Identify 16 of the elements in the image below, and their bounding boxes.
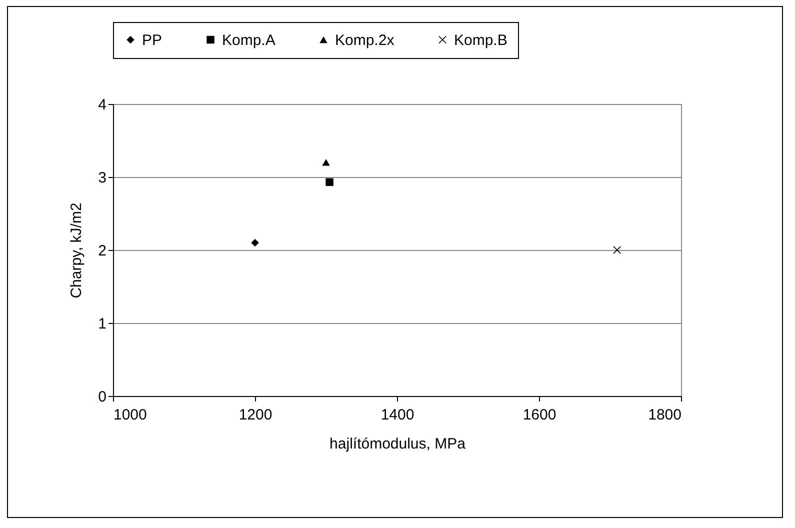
y-tick-label: 4 [98, 96, 106, 114]
x-tick-label: 1400 [380, 406, 414, 424]
legend-label: Komp.B [454, 32, 508, 49]
legend-label: PP [142, 32, 162, 49]
x-tick-label: 1000 [114, 406, 147, 424]
y-tick-label: 0 [98, 388, 106, 406]
x-tick-label: 1200 [238, 406, 272, 424]
y-axis-title: Charpy, kJ/m2 [68, 202, 86, 298]
x-axis-title: hajlítómodulus, MPa [330, 436, 466, 452]
x-tick-label: 1600 [522, 406, 556, 424]
legend-label: Komp.A [222, 32, 276, 49]
legend-label: Komp.2x [335, 32, 395, 49]
y-tick-label: 1 [98, 316, 106, 332]
y-tick-label: 3 [98, 170, 106, 186]
x-tick-label: 1800 [648, 406, 682, 424]
y-tick-label: 2 [98, 242, 106, 260]
